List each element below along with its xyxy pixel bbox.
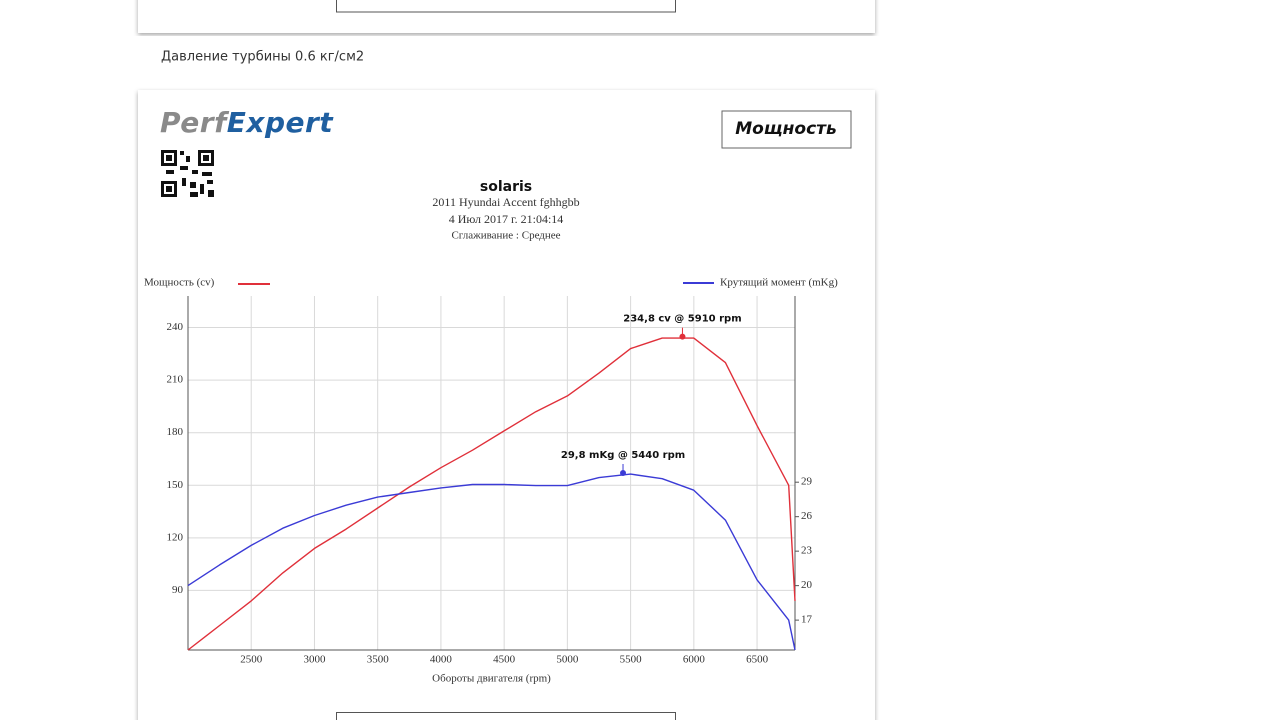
peak-label: 234,8 cv @ 5910 rpm xyxy=(623,314,741,325)
peak-label: 29,8 mKg @ 5440 rpm xyxy=(561,450,685,461)
y2-tick-label: 17 xyxy=(801,614,813,626)
x-tick-label: 5500 xyxy=(620,654,643,666)
caption: Давление турбины 0.6 кг/см2 xyxy=(161,50,364,65)
y-tick-label: 240 xyxy=(167,321,184,333)
peak-marker xyxy=(620,470,627,476)
title: solaris xyxy=(480,179,532,195)
info-box xyxy=(336,712,676,720)
x-tick-label: 6000 xyxy=(683,654,706,666)
x-tick-label: 4500 xyxy=(493,654,516,666)
y-tick-label: 210 xyxy=(167,374,184,386)
x-tick-label: 5000 xyxy=(556,654,579,666)
x-tick-label: 3500 xyxy=(367,654,390,666)
y2-tick-label: 23 xyxy=(801,545,813,557)
x-axis-title: Обороты двигателя (rpm) xyxy=(432,673,551,685)
badge-box xyxy=(721,110,852,149)
y2-tick-label: 26 xyxy=(801,510,813,522)
info-box xyxy=(336,0,676,13)
legend-label: Крутящий момент (mKg) xyxy=(720,277,838,289)
series-line xyxy=(187,337,796,651)
logo: PerfExpert xyxy=(160,106,334,139)
x-tick-label: 6500 xyxy=(746,654,769,666)
y2-tick-label: 20 xyxy=(801,579,813,591)
series-line xyxy=(187,473,796,651)
smoothing: Сглаживание : Среднее xyxy=(451,230,560,242)
x-tick-label: 2500 xyxy=(240,654,263,666)
badge: Мощность xyxy=(735,119,837,139)
qr-code xyxy=(161,150,214,197)
chart-card xyxy=(138,90,875,720)
plot: 2500 3000 3500 4000 4500 5000 5500 6000 6500 90 12… xyxy=(144,277,838,685)
logo-part: Perf xyxy=(160,106,230,139)
vehicle: 2011 Hyundai Accent fghhgbb xyxy=(432,195,579,209)
legend-label: Мощность (cv) xyxy=(144,277,215,289)
x-tick-label: 4000 xyxy=(430,654,453,666)
y2-tick-label: 29 xyxy=(801,476,813,488)
previous-card xyxy=(138,0,875,33)
x-tick-label: 3000 xyxy=(303,654,326,666)
y-tick-label: 120 xyxy=(167,531,184,543)
logo-part: Expert xyxy=(227,106,335,139)
peak-marker xyxy=(679,333,686,340)
date: 4 Июл 2017 г. 21:04:14 xyxy=(449,212,564,226)
y-tick-label: 90 xyxy=(172,584,184,596)
y-tick-label: 180 xyxy=(167,426,184,438)
y-tick-label: 150 xyxy=(167,479,184,491)
